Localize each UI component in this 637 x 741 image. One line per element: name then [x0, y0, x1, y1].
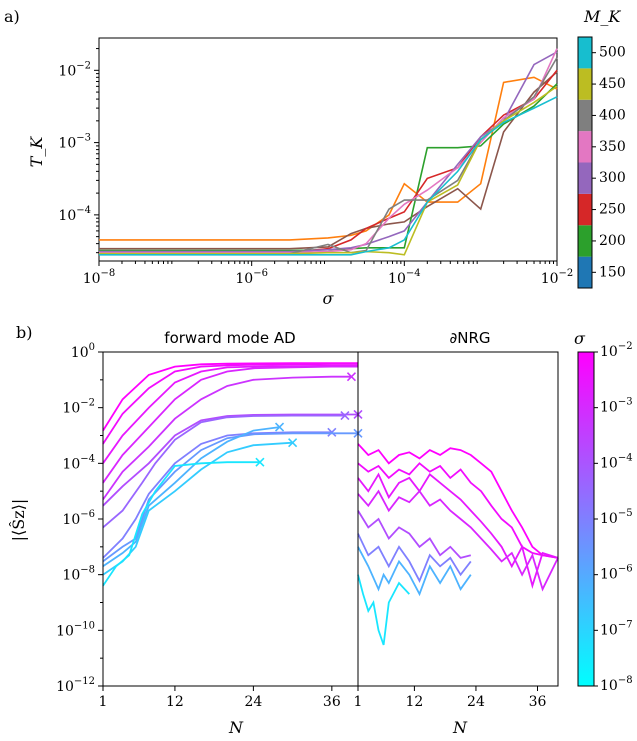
panel-b-left-series-line-6 [102, 414, 345, 529]
panel-b-right-series-line-4 [357, 510, 472, 559]
panel-b-right-series-line-3 [357, 489, 559, 592]
panel-a-colorbar-segment [578, 37, 592, 69]
panel-b-colorbar-tick-label: 10−6 [600, 564, 633, 583]
panel-b-left-end-marker-9 [274, 422, 285, 432]
panel-b-colorbar-tick-label: 10−8 [600, 675, 633, 694]
panel-a-x-tick-label: 10−2 [541, 268, 574, 287]
panel-a-x-tick-label: 10−6 [235, 268, 268, 287]
panel-b-y-tick-label: 10−12 [56, 676, 95, 695]
panel-a-colorbar-tick-label: 500 [599, 45, 626, 61]
panel-a-series-line-8 [99, 96, 558, 256]
panel-b-left-plot-area [102, 362, 363, 587]
panel-a-colorbar-tick-label: 400 [599, 107, 626, 123]
panel-b-colorbar-label: σ [574, 329, 586, 348]
panel-b-left-end-marker-11 [255, 457, 265, 467]
panel-a-label: a) [4, 7, 20, 26]
panel-b-right-x-tick-label: 1 [354, 694, 363, 710]
panel-a-colorbar-segment [578, 193, 592, 226]
panel-b-left-series-line-9 [102, 426, 280, 568]
panel-b-y-tick-label: 10−8 [62, 565, 95, 584]
panel-b-y-tick-label: 10−6 [62, 509, 95, 528]
panel-a-plot-area [98, 37, 558, 262]
panel-b-colorbar-tick-label: 10−4 [600, 452, 633, 471]
panel-a-x-tick-label: 10−4 [388, 268, 421, 287]
panel-b-left-series-line-11 [102, 461, 260, 587]
panel-a-series-line-0 [99, 76, 558, 241]
panel-b-right-series-line-0 [357, 443, 559, 559]
panel-b-left-end-marker-7 [327, 427, 337, 437]
panel-b-left-x-axis-label: N [228, 718, 244, 737]
panel-b-colorbar: 10−2 10−3 10−4 10−5 10−6 10−7 10−8 [577, 341, 633, 694]
panel-a-series-line-3 [99, 69, 558, 254]
panel-a-x-tick-label: 10−8 [83, 268, 116, 287]
panel-b-left-series-line-4 [102, 375, 352, 501]
panel-b-right-title: ∂NRG [449, 329, 490, 347]
panel-b-left-x-tick-label: 24 [244, 694, 262, 710]
panel-a-colorbar-tick-label: 200 [599, 233, 626, 249]
panel-b-right-x-tick-label: 36 [529, 694, 547, 710]
panel-b-left-series-line-2 [102, 364, 358, 464]
panel-b-left-x-tick-label: 12 [166, 694, 184, 710]
panel-a-series-line-7 [99, 85, 558, 256]
panel-b-right-series-line-2 [357, 472, 559, 589]
panel-a-colorbar-tick-label: 150 [599, 264, 626, 280]
panel-b-left-end-marker-10 [288, 438, 298, 448]
panel-a-colorbar-segment [578, 68, 592, 100]
panel-a-colorbar-segment [578, 256, 592, 288]
panel-a-y-tick-label: 10−4 [58, 205, 91, 224]
panel-b-right-series-line-6 [357, 546, 472, 597]
panel-b-y-tick-label: 10−4 [62, 453, 95, 472]
panel-b-right-series-line-7 [357, 574, 410, 646]
panel-a-series-line-6 [99, 57, 558, 255]
panel-b-left-x-tick-label: 36 [323, 694, 341, 710]
panel-b-label: b) [16, 323, 32, 342]
panel-a-colorbar-segment [578, 162, 592, 194]
panel-b-left-x-tick-label: 1 [99, 694, 108, 710]
panel-b-y-tick-label: 10−2 [62, 398, 95, 417]
panel-b-colorbar-gradient [577, 351, 595, 687]
panel-b-left-series-line-5 [102, 413, 358, 507]
panel-b-left-series-line-1 [102, 363, 358, 445]
panel-b-right-x-axis-label: N [452, 718, 468, 737]
panel-b-right-frame [357, 351, 559, 687]
panel-b-y-tick-label: 10−10 [56, 620, 95, 639]
panel-a-series-line-1 [99, 71, 558, 250]
panel-a-colorbar-segment [578, 225, 592, 257]
panel-b-y-tick-label: 100 [71, 342, 95, 361]
panel-b-left-series-line-3 [102, 365, 358, 484]
panel-a-x-axis-label: σ [323, 289, 335, 308]
panel-a-colorbar-label: M_K [583, 7, 621, 26]
panel-b-colorbar-tick-label: 10−2 [600, 341, 633, 360]
panel-b-colorbar-tick-label: 10−3 [600, 397, 633, 416]
panel-a-colorbar-tick-label: 450 [599, 76, 626, 92]
panel-a-y-tick-label: 10−2 [58, 60, 91, 79]
panel-a-colorbar-tick-label: 300 [599, 170, 626, 186]
panel-a-colorbar-segment [578, 99, 592, 132]
panel-b-right-plot-area [357, 443, 559, 646]
panel-b-left-series-line-7 [102, 431, 332, 559]
panel-b-left-series-line-0 [102, 362, 358, 432]
panel-a-colorbar-frame [577, 36, 593, 289]
panel-a-colorbar-tick-label: 350 [599, 139, 626, 155]
panel-b-left-title: forward mode AD [164, 329, 295, 347]
panel-b-left-end-marker-4 [346, 372, 357, 382]
panel-b-colorbar-tick-label: 10−5 [600, 508, 633, 527]
panel-a-colorbar: 150 200 250 300 350 400 450 500 [577, 36, 626, 289]
panel-b-left-end-marker-6 [340, 411, 350, 421]
panel-a-colorbar-segment [578, 131, 592, 163]
panel-a-colorbar-tick-label: 250 [599, 202, 626, 218]
panel-b-right-x-tick-label: 24 [467, 694, 485, 710]
panel-a-y-axis-label: T_K [27, 136, 46, 168]
panel-a-y-tick-label: 10−3 [58, 133, 91, 152]
panel-b-right-x-tick-label: 12 [405, 694, 423, 710]
panel-b-right-series-line-1 [357, 462, 559, 559]
panel-b-y-axis-label: |⟨Ŝz⟩| [8, 499, 28, 542]
panel-a-series-line-2 [99, 83, 558, 252]
panel-b-left-series-line-8 [102, 432, 358, 563]
panel-b-right-series-line-5 [357, 533, 472, 583]
panel-b-colorbar-tick-label: 10−7 [600, 619, 633, 638]
